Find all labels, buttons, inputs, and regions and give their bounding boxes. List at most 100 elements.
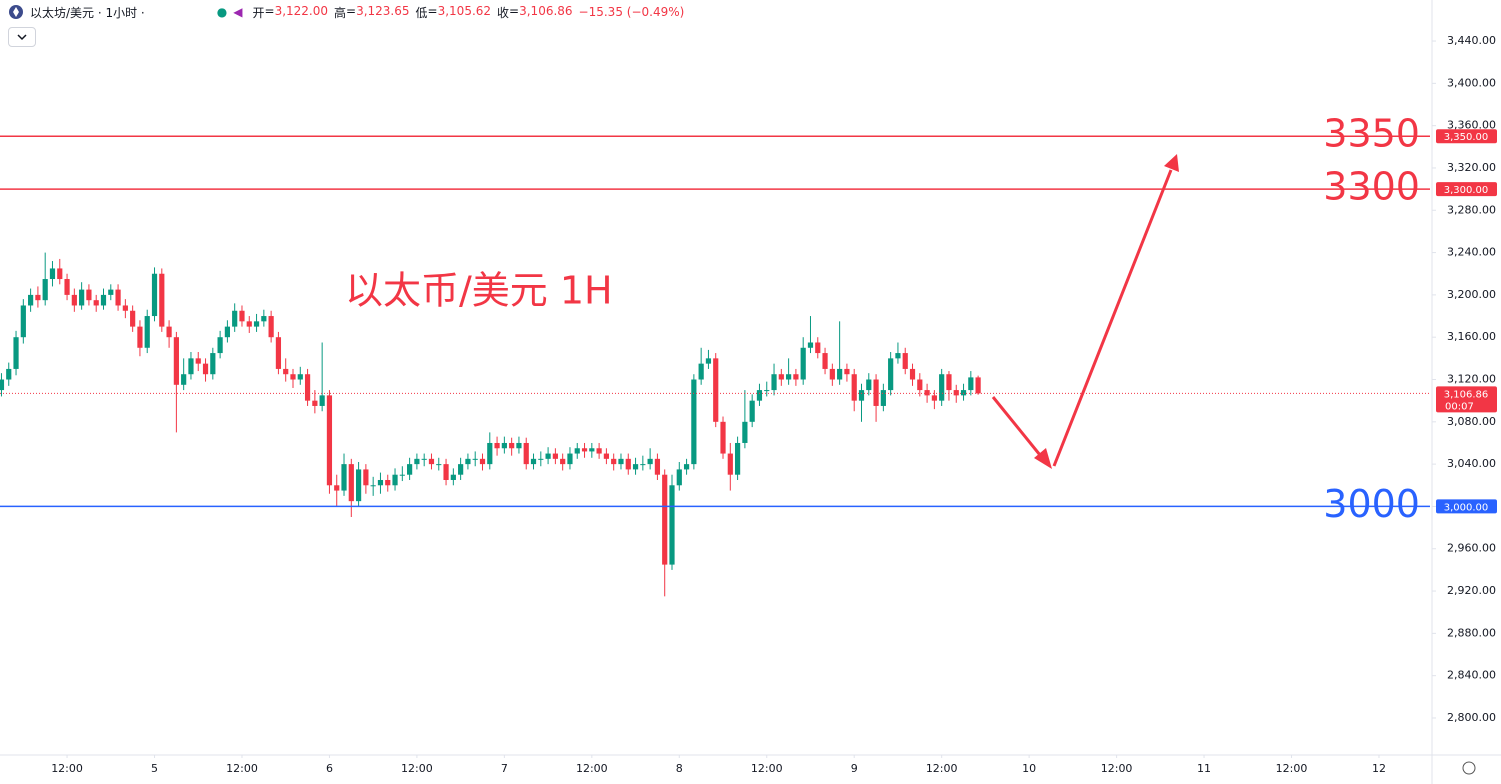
candle-body bbox=[676, 469, 682, 486]
y-tick-label: 3,200.00 bbox=[1447, 288, 1496, 301]
candle-body bbox=[880, 390, 886, 406]
ohlc-label: 低 bbox=[415, 5, 428, 20]
candle-body bbox=[363, 469, 369, 486]
candle-body bbox=[130, 310, 136, 327]
countdown: 00:07 bbox=[1445, 401, 1474, 412]
last-price-tag bbox=[1436, 386, 1497, 413]
candle-body bbox=[829, 368, 835, 380]
candle-body bbox=[683, 464, 690, 470]
y-tick-label: 3,360.00 bbox=[1447, 119, 1496, 132]
x-tick-label: 12:00 bbox=[226, 762, 258, 775]
ohlc-value: 3,122.00 bbox=[274, 3, 328, 18]
candle-body bbox=[377, 479, 384, 486]
x-tick-label: 10 bbox=[1022, 762, 1036, 775]
candle-body bbox=[662, 474, 668, 565]
candle-body bbox=[720, 421, 726, 454]
candle-body bbox=[334, 485, 340, 491]
candle-body bbox=[93, 300, 99, 306]
candle-body bbox=[538, 458, 544, 460]
candle-body bbox=[669, 485, 675, 565]
candle-body bbox=[487, 442, 493, 465]
ohlc-value: 3,105.62 bbox=[437, 3, 492, 18]
x-tick-label: 12:00 bbox=[401, 762, 433, 775]
y-tick-label: 3,240.00 bbox=[1447, 246, 1496, 259]
candle-body bbox=[581, 448, 588, 452]
candle-body bbox=[924, 390, 930, 396]
candle-body bbox=[552, 453, 558, 459]
level-tag-label: 3,000.00 bbox=[1444, 502, 1489, 513]
symbol-icon bbox=[9, 5, 23, 19]
candle-body bbox=[793, 374, 799, 380]
x-tick-label: 12:00 bbox=[1276, 762, 1308, 775]
candle-body bbox=[888, 358, 894, 391]
candle-body bbox=[173, 337, 179, 385]
candle-body bbox=[560, 458, 566, 465]
candle-body bbox=[931, 395, 937, 401]
candle-body bbox=[589, 448, 595, 452]
candle-body bbox=[290, 374, 296, 380]
collapse-button[interactable] bbox=[8, 27, 36, 47]
projection-arrows bbox=[991, 154, 1179, 469]
change: −15.35 (−0.49%) bbox=[578, 5, 685, 19]
candle-body bbox=[734, 442, 741, 475]
annotation: 以太币/美元 1H bbox=[345, 269, 613, 313]
level-tag-label: 3,300.00 bbox=[1444, 185, 1489, 196]
level-tag-label: 3,350.00 bbox=[1444, 132, 1489, 143]
candle-body bbox=[786, 374, 792, 380]
candle-body bbox=[407, 464, 413, 475]
level-label: 3350 bbox=[1323, 112, 1420, 156]
candle-body bbox=[632, 464, 639, 470]
ohlc-label: 开 bbox=[252, 5, 265, 20]
ohlc-sep: = bbox=[264, 3, 275, 18]
candle-body bbox=[100, 294, 107, 306]
candle-body bbox=[494, 442, 500, 449]
candle-body bbox=[472, 458, 478, 460]
candle-body bbox=[465, 458, 471, 465]
x-tick-label: 12 bbox=[1372, 762, 1386, 775]
candle-body bbox=[42, 279, 48, 301]
y-tick-label: 3,280.00 bbox=[1447, 203, 1496, 216]
candle-body bbox=[596, 448, 602, 454]
candle-body bbox=[618, 458, 624, 465]
candle-body bbox=[603, 453, 610, 459]
candle-body bbox=[341, 464, 347, 491]
candle-body bbox=[939, 374, 945, 401]
candle-body bbox=[202, 363, 209, 375]
candle-body bbox=[188, 358, 194, 375]
candle-body bbox=[778, 374, 784, 380]
candle-body bbox=[458, 464, 464, 475]
ohlc-sep: = bbox=[509, 3, 520, 18]
candle-body bbox=[137, 326, 143, 348]
candle-body bbox=[414, 458, 420, 465]
candle-body bbox=[115, 289, 121, 306]
candle-body bbox=[917, 379, 923, 391]
candle-body bbox=[392, 474, 398, 486]
candle-body bbox=[224, 326, 231, 338]
candle-body bbox=[713, 358, 719, 422]
candle-body bbox=[348, 464, 354, 502]
candle-body bbox=[545, 453, 551, 459]
candle-body bbox=[297, 374, 303, 380]
candle-body bbox=[523, 442, 529, 465]
candle-body bbox=[144, 316, 150, 348]
ohlc-label: 高 bbox=[334, 5, 347, 20]
chevron bbox=[17, 34, 27, 41]
last-price-label: 3,106.86 bbox=[1444, 389, 1489, 400]
ohlc-sep: = bbox=[346, 3, 357, 18]
candle-body bbox=[873, 379, 879, 406]
candle-body bbox=[640, 464, 646, 466]
candle-body bbox=[800, 347, 806, 380]
candle-body bbox=[253, 321, 260, 327]
candle-body bbox=[771, 374, 777, 391]
candle-body bbox=[909, 368, 916, 380]
candle-body bbox=[611, 458, 617, 465]
y-tick-label: 3,400.00 bbox=[1447, 76, 1496, 89]
y-tick-label: 2,960.00 bbox=[1447, 542, 1496, 555]
candle-body bbox=[428, 458, 435, 465]
candle-body bbox=[443, 464, 449, 480]
settings-icon[interactable] bbox=[1462, 761, 1476, 775]
ohlc-value: 3,106.86 bbox=[519, 3, 573, 18]
candle-body bbox=[946, 374, 952, 391]
